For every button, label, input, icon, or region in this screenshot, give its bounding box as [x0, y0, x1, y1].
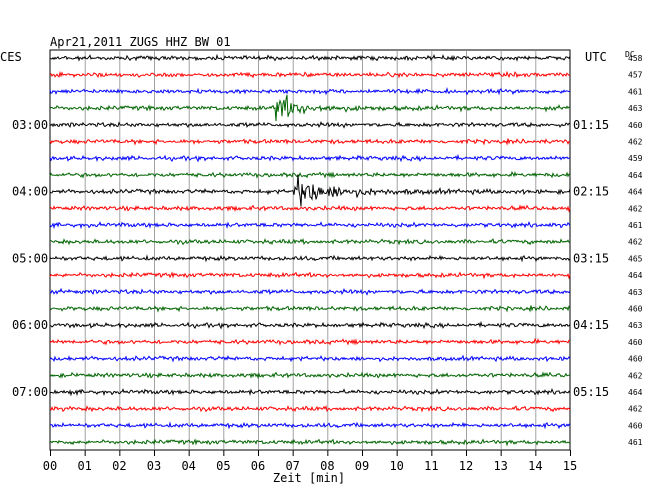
trace-line [49, 271, 571, 280]
dc-value-label: 460 [628, 305, 643, 314]
x-tick-label: 05 [216, 459, 230, 473]
x-tick-label: 11 [424, 459, 438, 473]
x-tick-label: 14 [528, 459, 542, 473]
trace-line [49, 337, 571, 346]
x-tick-label: 01 [77, 459, 91, 473]
trace-line [49, 404, 571, 413]
trace-line [49, 86, 571, 96]
dc-value-label: 460 [628, 121, 643, 130]
trace-line [49, 320, 571, 330]
dc-value-label: 460 [628, 421, 643, 430]
trace-line [49, 421, 571, 430]
dc-value-label: 462 [628, 371, 643, 380]
trace-line [49, 174, 571, 207]
dc-value-label: 464 [628, 188, 643, 197]
utc-time-label: 03:15 [573, 251, 609, 265]
dc-value-label: 462 [628, 138, 643, 147]
x-tick-label: 02 [112, 459, 126, 473]
local-time-label: 04:00 [12, 185, 48, 199]
dc-value-label: 461 [628, 221, 643, 230]
trace-line [49, 305, 571, 313]
x-tick-label: 10 [389, 459, 403, 473]
dc-value-label: 462 [628, 405, 643, 414]
trace-line [49, 138, 571, 146]
dc-value-label: 465 [628, 254, 643, 263]
local-time-label: 06:00 [12, 318, 48, 332]
trace-line [49, 53, 571, 62]
trace-line [49, 204, 571, 213]
dc-value-label: 464 [628, 271, 643, 280]
dc-value-label: 463 [628, 321, 643, 330]
local-time-label: 07:00 [12, 385, 48, 399]
trace-line [49, 153, 571, 163]
trace-line [49, 371, 571, 380]
utc-time-label: 05:15 [573, 385, 609, 399]
x-tick-label: 12 [459, 459, 473, 473]
local-time-label: 05:00 [12, 251, 48, 265]
x-tick-label: 03 [147, 459, 161, 473]
dc-value-label: 463 [628, 104, 643, 113]
trace-line [49, 254, 571, 263]
trace-line [49, 237, 571, 246]
trace-layer [49, 53, 571, 447]
trace-line [49, 354, 571, 363]
trace-line [49, 388, 571, 397]
trace-line [49, 94, 571, 122]
dc-value-label: 459 [628, 154, 643, 163]
trace-line [49, 221, 571, 230]
x-tick-label: 07 [285, 459, 299, 473]
local-time-label: 03:00 [12, 118, 48, 132]
trace-line [49, 287, 571, 296]
x-tick-label: 09 [355, 459, 369, 473]
dc-value-label: 457 [628, 71, 643, 80]
plot-frame [49, 49, 571, 451]
dc-value-label: 458 [628, 54, 643, 63]
dc-value-label: 464 [628, 388, 643, 397]
chart-title: Apr21,2011 ZUGS HHZ BW 01 [50, 35, 231, 49]
trace-line [49, 438, 571, 447]
right-axis-label: UTC [585, 50, 607, 64]
x-tick-label: 06 [251, 459, 265, 473]
x-tick-label: 15 [563, 459, 577, 473]
utc-time-label: 02:15 [573, 185, 609, 199]
dc-label: DC [625, 50, 635, 59]
dc-value-label: 464 [628, 171, 643, 180]
grid-layer [49, 49, 571, 456]
trace-line [49, 70, 570, 79]
dc-value-label: 462 [628, 238, 643, 247]
x-tick-label: 04 [181, 459, 195, 473]
dc-value-label: 461 [628, 87, 643, 96]
left-axis-label: CES [0, 50, 22, 64]
trace-line [49, 170, 571, 179]
x-tick-label: 00 [43, 459, 57, 473]
utc-time-label: 04:15 [573, 318, 609, 332]
dc-value-label: 462 [628, 204, 643, 213]
x-tick-label: 08 [320, 459, 334, 473]
x-axis-label: Zeit [min] [273, 471, 345, 485]
dc-value-label: 461 [628, 438, 643, 447]
utc-time-label: 01:15 [573, 118, 609, 132]
dc-value-label: 463 [628, 288, 643, 297]
dc-value-label: 460 [628, 338, 643, 347]
label-layer: 00 01 02 03 04 05 06 07 08 09 10 11 12 13 14 15 458 457 46… [12, 54, 643, 473]
trace-line [49, 120, 571, 129]
x-tick-label: 13 [493, 459, 507, 473]
dc-value-label: 460 [628, 355, 643, 364]
